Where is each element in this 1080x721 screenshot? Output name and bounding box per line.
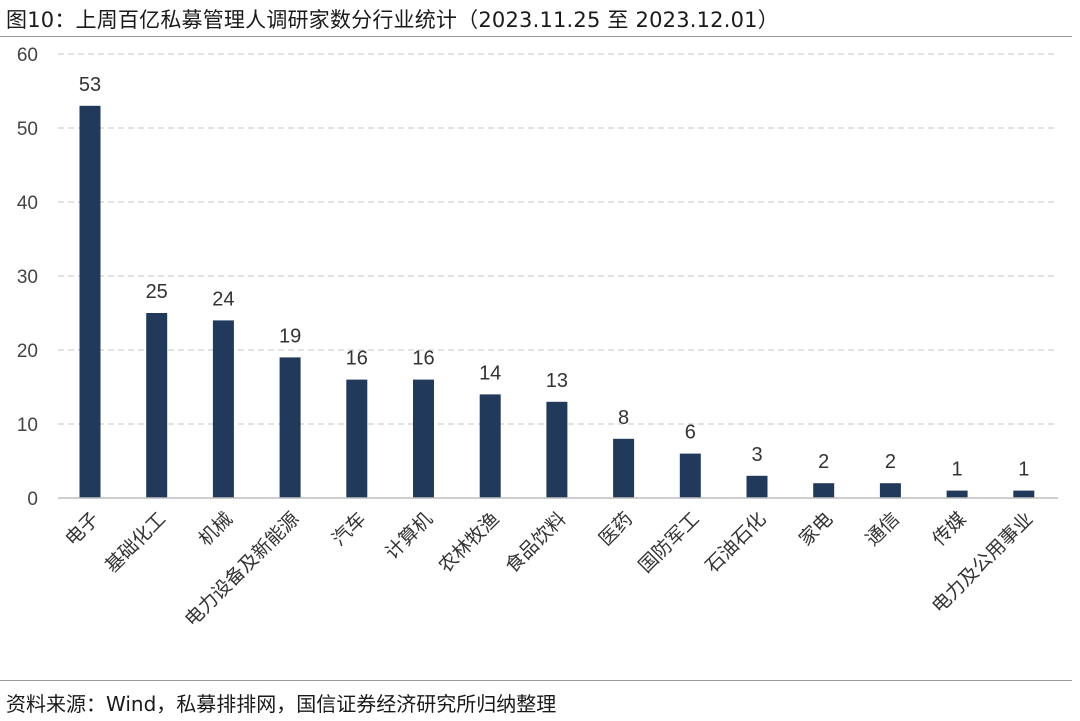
- bar: [479, 394, 501, 498]
- y-tick-label: 10: [17, 415, 38, 436]
- y-tick-label: 50: [17, 119, 38, 140]
- data-label: 2: [818, 451, 829, 473]
- x-tick-label: 传媒: [928, 508, 970, 550]
- bar: [613, 438, 635, 498]
- data-label: 25: [146, 281, 168, 303]
- data-label: 16: [412, 348, 434, 370]
- x-tick-label: 农林牧渔: [434, 508, 503, 577]
- bar: [746, 475, 768, 498]
- data-labels: 53 25 24 19 16 16 14 13 8 6 3 2 2 1 1: [79, 74, 1029, 481]
- x-axis-labels: 电子基础化工 机械电力设备及新能源 汽车 计算机农林牧渔食品饮料 医药国防军工石油石化家…: [61, 508, 1037, 631]
- bar: [813, 483, 835, 498]
- data-label: 13: [546, 370, 568, 392]
- x-tick-label: 机械: [194, 508, 236, 550]
- bar: [1013, 490, 1035, 498]
- x-tick-label: 石油石化: [701, 508, 770, 577]
- x-tick-label: 电子: [61, 508, 103, 550]
- chart-title: 图10：上周百亿私募管理人调研家数分行业统计（2023.11.25 至 2023…: [6, 8, 779, 32]
- y-tick-label: 20: [17, 341, 38, 362]
- x-tick-label: 基础化工: [101, 508, 170, 577]
- data-label: 16: [346, 348, 368, 370]
- data-label: 53: [79, 74, 101, 96]
- source-note: 资料来源：Wind，私募排排网，国信证券经济研究所归纳整理: [6, 692, 557, 716]
- y-tick-label: 60: [17, 45, 38, 66]
- x-tick-label: 电力设备及新能源: [181, 508, 304, 631]
- data-label: 1: [1018, 459, 1029, 481]
- bar: [546, 401, 568, 498]
- x-tick-label: 通信: [861, 508, 903, 550]
- y-axis: 0 10 20 30 40 50 60: [17, 45, 38, 510]
- bar-chart: 0 10 20 30 40 50 60 53 25 24 19 16 16 14 13 8 6 3 2 2 1 1 电子…: [17, 45, 1058, 631]
- bar: [146, 313, 168, 498]
- bar: [212, 320, 234, 498]
- bar: [879, 483, 901, 498]
- bar: [679, 453, 701, 498]
- bar: [79, 105, 101, 499]
- data-label: 14: [479, 362, 501, 384]
- y-tick-label: 0: [27, 489, 38, 510]
- data-label: 24: [212, 288, 234, 310]
- bars: [79, 105, 1035, 499]
- x-tick-label: 医药: [595, 508, 637, 550]
- data-label: 6: [685, 422, 696, 444]
- data-label: 1: [952, 459, 963, 481]
- x-tick-label: 汽车: [328, 508, 370, 550]
- bar: [346, 379, 368, 498]
- bottom-divider: [0, 680, 1072, 681]
- y-tick-label: 40: [17, 193, 38, 214]
- x-tick-label: 国防军工: [635, 508, 704, 577]
- data-label: 2: [885, 451, 896, 473]
- gridlines: [58, 53, 1058, 425]
- data-label: 3: [751, 444, 762, 466]
- top-divider: [0, 36, 1072, 37]
- data-label: 8: [618, 407, 629, 429]
- x-tick-label: 家电: [795, 508, 837, 550]
- bar: [946, 490, 968, 498]
- data-label: 19: [279, 325, 301, 347]
- x-tick-label: 食品饮料: [501, 508, 570, 577]
- bar: [413, 379, 434, 498]
- x-tick-label: 计算机: [381, 508, 437, 564]
- bar: [279, 357, 301, 498]
- y-tick-label: 30: [17, 267, 38, 288]
